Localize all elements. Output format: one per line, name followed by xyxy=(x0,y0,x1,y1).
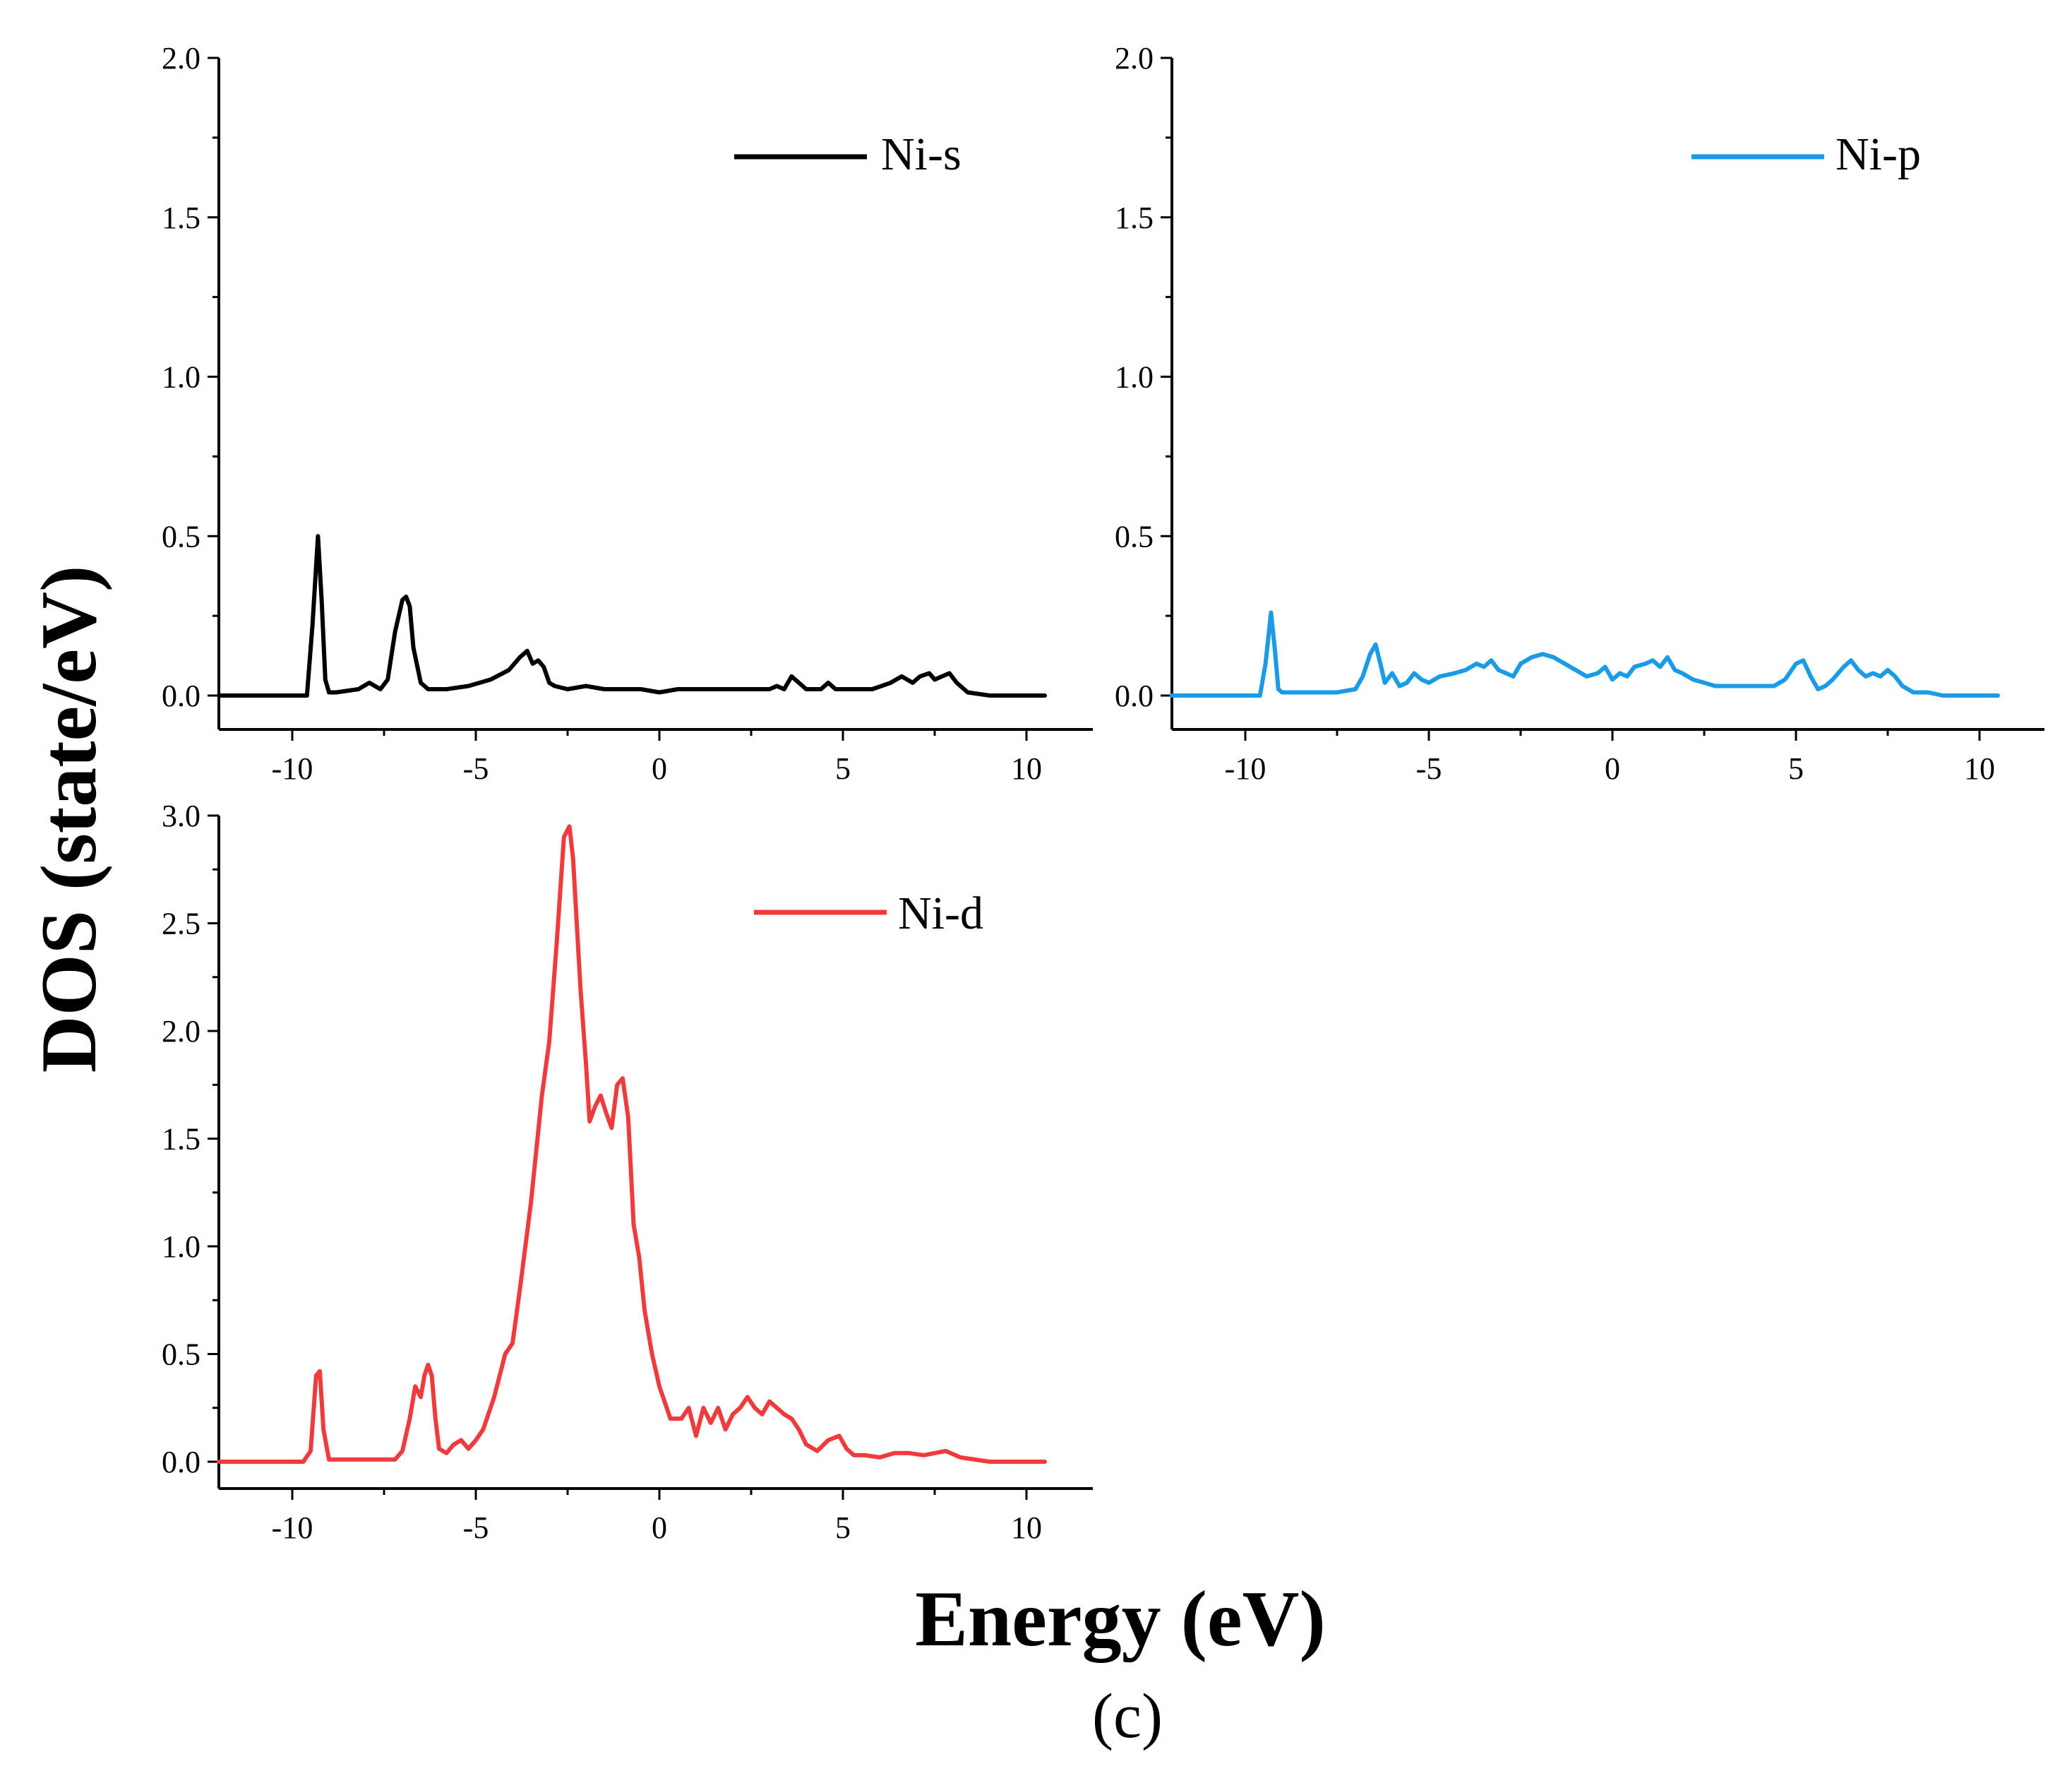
y-tick-label: 2.0 xyxy=(1115,41,1154,76)
y-tick-label: 0.5 xyxy=(1115,519,1154,554)
y-tick-label: 1.5 xyxy=(1115,201,1154,235)
y-tick-label: 3.0 xyxy=(162,799,200,833)
x-tick-label: -10 xyxy=(1225,751,1266,786)
legend-label-p: Ni-p xyxy=(1836,129,1921,180)
y-tick-label: 1.5 xyxy=(162,201,200,235)
plot-area-p: 0.0 0.5 1.0 1.5 2.0 -10 -5 0 5 10 xyxy=(1115,41,2044,786)
y-tick-label: 0.5 xyxy=(162,1337,200,1372)
y-tick-label: 1.0 xyxy=(162,1229,200,1264)
x-tick-label: -5 xyxy=(463,751,489,786)
x-tick-label: -10 xyxy=(272,1510,313,1545)
panel-p: 0.0 0.5 1.0 1.5 2.0 -10 -5 0 5 10 Ni-p xyxy=(1115,41,2044,786)
plot-area-d: 0.0 0.5 1.0 1.5 2.0 2.5 3.0 -10 -5 0 5 10 xyxy=(162,799,1093,1545)
figure-caption: (c) xyxy=(1092,1681,1163,1751)
y-tick-label: 0.0 xyxy=(162,679,200,713)
y-tick-label: 2.0 xyxy=(162,1014,200,1049)
legend-label-s: Ni-s xyxy=(881,129,962,180)
x-tick-label: 0 xyxy=(652,1510,667,1545)
x-tick-label: 5 xyxy=(835,751,851,786)
y-tick-label: 1.0 xyxy=(1115,360,1154,395)
series-line-ni-d xyxy=(217,824,1047,1464)
x-tick-label: 10 xyxy=(1964,751,1995,786)
x-tick-label: 10 xyxy=(1011,751,1042,786)
y-tick-label: 1.0 xyxy=(162,360,200,395)
y-tick-label: 0.0 xyxy=(162,1445,200,1479)
x-tick-label: 0 xyxy=(1605,751,1620,786)
legend-label-d: Ni-d xyxy=(898,888,983,939)
x-tick-label: 0 xyxy=(652,751,667,786)
plot-area-s: 0.0 0.5 1.0 1.5 2.0 -10 -5 0 5 10 xyxy=(162,41,1093,786)
x-tick-label: 5 xyxy=(1788,751,1804,786)
x-tick-label: 10 xyxy=(1011,1510,1042,1545)
x-axis-label: Energy (eV) xyxy=(915,1575,1326,1663)
x-tick-label: 5 xyxy=(835,1510,851,1545)
x-tick-label: -5 xyxy=(1416,751,1442,786)
series-line-ni-p xyxy=(1170,610,2000,698)
series-line-ni-s xyxy=(217,534,1047,698)
y-tick-label: 0.5 xyxy=(162,519,200,554)
y-tick-label: 2.5 xyxy=(162,907,200,941)
y-tick-label: 0.0 xyxy=(1115,679,1154,713)
x-tick-label: -5 xyxy=(463,1510,489,1545)
panel-d: 0.0 0.5 1.0 1.5 2.0 2.5 3.0 -10 -5 0 5 10 Ni-d xyxy=(162,799,1093,1545)
x-tick-label: -10 xyxy=(272,751,313,786)
panel-s: 0.0 0.5 1.0 1.5 2.0 -10 -5 0 5 10 Ni-s xyxy=(162,41,1093,786)
y-tick-label: 1.5 xyxy=(162,1122,200,1157)
y-tick-label: 2.0 xyxy=(162,41,200,76)
y-axis-label: DOS (state/eV) xyxy=(25,566,113,1073)
